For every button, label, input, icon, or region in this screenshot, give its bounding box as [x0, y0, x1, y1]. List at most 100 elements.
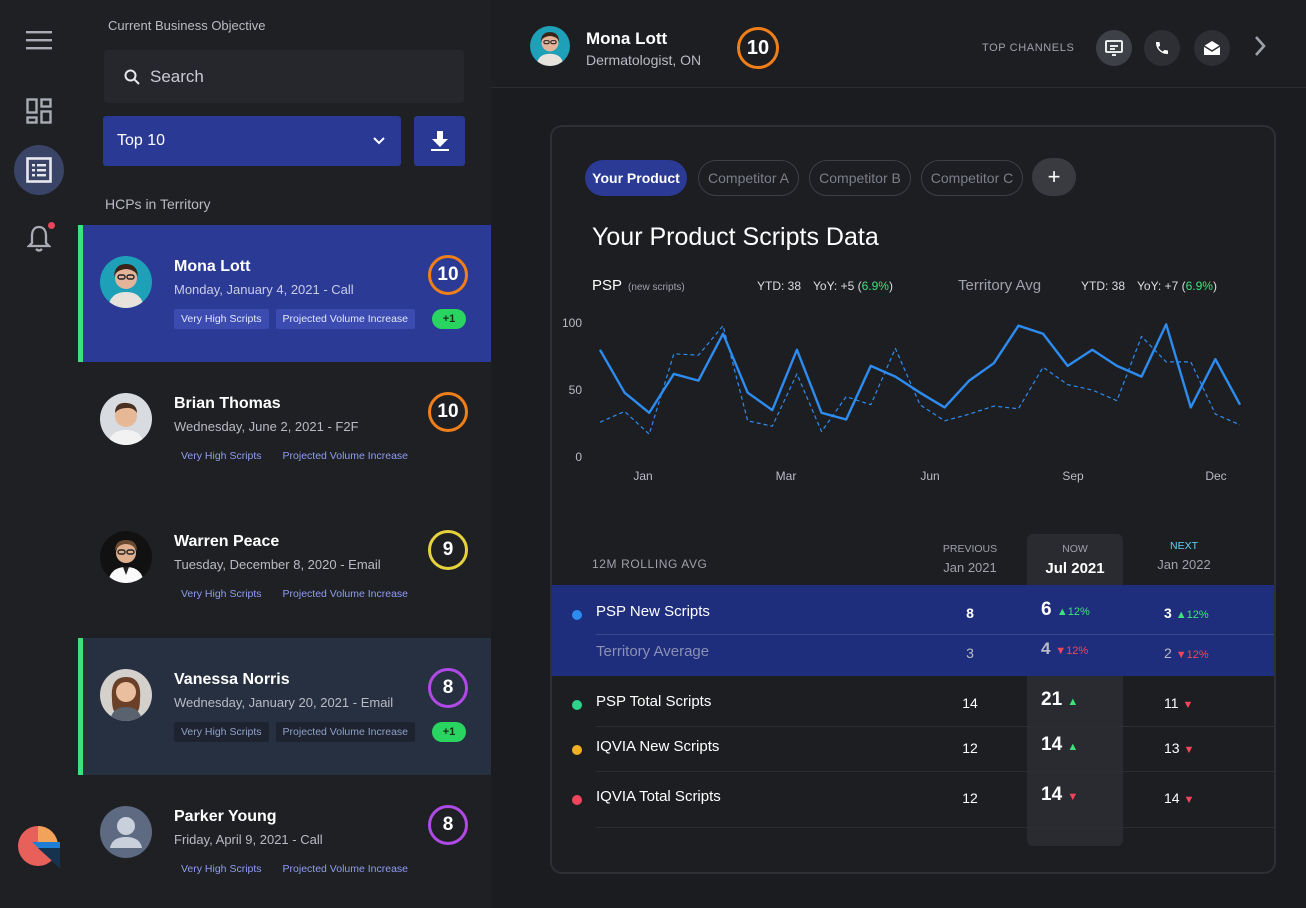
metric-next-change: 12%: [1186, 649, 1209, 661]
metric-next-change: 12%: [1186, 609, 1209, 621]
metric-label: PSP Total Scripts: [596, 693, 712, 710]
tag-scripts: Very High Scripts: [181, 450, 262, 462]
col-now-value: Jul 2021: [1045, 560, 1105, 577]
metric-next: 3 ▲12%: [1164, 605, 1209, 621]
trend-up-icon: ▲: [1175, 609, 1187, 621]
col-previous-key: PREVIOUS: [942, 543, 998, 555]
metric-label: IQVIA Total Scripts: [596, 788, 721, 805]
main-area: Mona Lott Dermatologist, ON 10 TOP CHANN…: [491, 0, 1306, 908]
chevron-down-icon: [373, 137, 385, 145]
hcp-last-contact: Monday, January 4, 2021 - Call: [174, 282, 354, 297]
territory-avg-label: Territory Avg: [958, 277, 1042, 294]
download-icon: [430, 131, 449, 151]
menu-icon[interactable]: [14, 15, 64, 65]
download-button[interactable]: [414, 116, 465, 166]
col-now: NOW Jul 2021: [1032, 543, 1118, 577]
tab-competitor-c[interactable]: Competitor C: [921, 160, 1023, 196]
tag-scripts: Very High Scripts: [174, 309, 269, 329]
hcp-card-parker-young[interactable]: Parker Young Friday, April 9, 2021 - Cal…: [78, 775, 491, 908]
tab-your-product[interactable]: Your Product: [585, 160, 687, 196]
col-now-key: NOW: [1062, 543, 1088, 555]
tag-scripts: Very High Scripts: [174, 722, 269, 742]
metric-next-value: 14: [1164, 790, 1180, 806]
trend-down-icon: ▼: [1182, 699, 1194, 711]
x-tick-label: Jun: [920, 469, 939, 483]
metric-previous: 14: [962, 695, 978, 711]
y-tick-label: 50: [569, 383, 583, 397]
trend-up-icon: ▲: [1056, 606, 1068, 618]
y-tick-label: 100: [562, 316, 582, 330]
metric-now: 4 ▼12%: [1041, 639, 1088, 659]
territory-yoy: YoY: +7 (6.9%): [1137, 279, 1217, 293]
row-divider: [596, 634, 1274, 635]
row-divider: [596, 771, 1274, 772]
hcp-list-panel: Current Business Objective Search Top 10…: [78, 0, 491, 908]
x-tick-label: Jan: [633, 469, 652, 483]
avatar: [100, 669, 152, 721]
chevron-right-icon[interactable]: [1253, 34, 1267, 63]
hcp-name: Parker Young: [174, 808, 277, 825]
series-dot: [572, 610, 582, 620]
psp-rows-band: [552, 585, 1274, 676]
territory-yoy-prefix: YoY: +7 (: [1137, 279, 1186, 293]
avatar: [100, 531, 152, 583]
metric-now-value: 21: [1041, 689, 1063, 710]
metric-next-value: 2: [1164, 645, 1172, 661]
metric-label: PSP New Scripts: [596, 603, 710, 620]
metric-now-value: 14: [1041, 784, 1063, 805]
search-placeholder: Search: [150, 66, 204, 86]
col-previous: PREVIOUS Jan 2021: [932, 543, 1008, 575]
x-tick-label: Sep: [1062, 469, 1084, 483]
y-tick-label: 0: [575, 450, 582, 464]
metric-previous: 12: [962, 740, 978, 756]
hcp-card-vanessa-norris[interactable]: Vanessa Norris Wednesday, January 20, 20…: [78, 638, 491, 775]
hcp-card-brian-thomas[interactable]: Brian Thomas Wednesday, June 2, 2021 - F…: [78, 362, 491, 499]
tab-competitor-a[interactable]: Competitor A: [698, 160, 799, 196]
avatar: [100, 256, 152, 308]
metric-now: 14 ▲: [1041, 734, 1078, 756]
trend-up-icon: ▲: [1067, 696, 1079, 708]
metric-now-value: 6: [1041, 599, 1052, 620]
metric-row: Territory Average 3 4 ▼12% 2 ▼12%: [552, 631, 1274, 676]
bell-icon[interactable]: [14, 213, 64, 263]
hcp-last-contact: Tuesday, December 8, 2020 - Email: [174, 557, 381, 572]
scripts-panel: Your Product Competitor A Competitor B C…: [550, 125, 1276, 874]
presentation-icon[interactable]: [1096, 30, 1132, 66]
metric-previous: 3: [966, 645, 974, 661]
search-input[interactable]: Search: [104, 50, 464, 103]
add-tab-button[interactable]: +: [1032, 158, 1076, 196]
hcp-name: Vanessa Norris: [174, 671, 290, 688]
hcp-card-warren-peace[interactable]: Warren Peace Tuesday, December 8, 2020 -…: [78, 500, 491, 637]
col-next: NEXT Jan 2022: [1146, 540, 1222, 572]
hcp-last-contact: Wednesday, January 20, 2021 - Email: [174, 695, 394, 710]
hcp-card-mona-lott[interactable]: Mona Lott Monday, January 4, 2021 - Call…: [78, 225, 491, 362]
tab-competitor-b[interactable]: Competitor B: [809, 160, 911, 196]
row-divider: [596, 827, 1274, 828]
tag-scripts: Very High Scripts: [181, 588, 262, 600]
tag-volume: Projected Volume Increase: [282, 450, 409, 462]
plus-icon: +: [1047, 164, 1061, 189]
rolling-avg-label: 12M ROLLING AVG: [592, 557, 708, 571]
list-icon[interactable]: [14, 145, 64, 195]
dashboard-icon[interactable]: [14, 86, 64, 136]
trend-down-icon: ▼: [1055, 645, 1067, 657]
trend-down-icon: ▼: [1067, 791, 1079, 803]
series-line-psp: [598, 323, 1242, 421]
series-line-territory-avg: [599, 325, 1241, 435]
avatar: [530, 26, 570, 66]
selected-indicator: [78, 638, 83, 775]
panel-title: Your Product Scripts Data: [592, 223, 879, 251]
psp-yoy-prefix: YoY: +5 (: [813, 279, 862, 293]
metric-next-value: 13: [1164, 740, 1180, 756]
hcp-name: Warren Peace: [174, 533, 280, 550]
phone-icon[interactable]: [1144, 30, 1180, 66]
email-icon[interactable]: [1194, 30, 1230, 66]
filter-dropdown[interactable]: Top 10: [103, 116, 401, 166]
psp-yoy: YoY: +5 (6.9%): [813, 279, 893, 293]
metric-next: 11 ▼: [1164, 695, 1193, 711]
territory-ytd: YTD: 38: [1081, 279, 1126, 293]
header-specialty: Dermatologist, ON: [586, 52, 702, 68]
metric-row: PSP Total Scripts 14 21 ▲ 11 ▼: [552, 681, 1274, 726]
psp-sublabel: (new scripts): [628, 282, 685, 293]
